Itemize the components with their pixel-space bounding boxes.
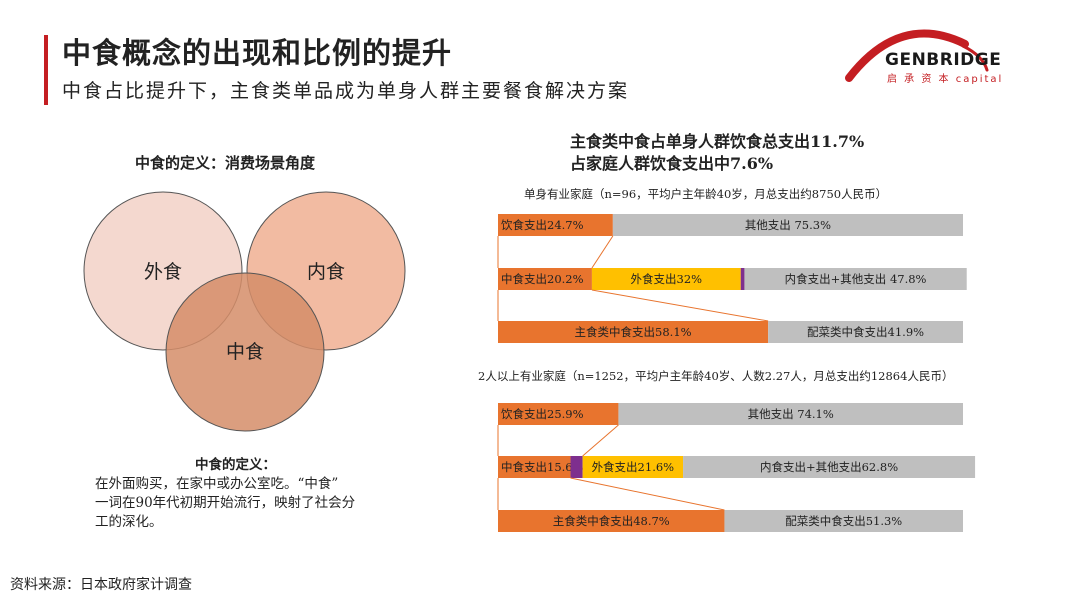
venn-label-inner: 内食 bbox=[307, 261, 345, 283]
bar-segment bbox=[498, 268, 592, 290]
bar-segment-label: 其他支出 74.1% bbox=[748, 407, 834, 421]
page-title: 中食概念的出现和比例的提升 bbox=[62, 36, 453, 70]
bar-segment-label: 主食类中食支出58.1% bbox=[575, 325, 692, 339]
bar-segment-label: 配菜类中食支出41.9% bbox=[807, 325, 924, 339]
definition-line-3: 工的深化。 bbox=[95, 514, 163, 530]
bar-segment bbox=[744, 268, 967, 290]
venn-diagram: 外食 内食 中食 bbox=[83, 191, 406, 432]
bar-segment bbox=[724, 510, 963, 532]
bar-segment bbox=[498, 510, 725, 532]
venn-circle-middle bbox=[165, 272, 325, 432]
bar-segment bbox=[498, 403, 619, 425]
bar-segment-label: 其他支出 75.3% bbox=[745, 218, 831, 232]
bar-segment bbox=[570, 456, 583, 478]
bar-segment bbox=[618, 403, 963, 425]
bar-segment-label: 内食支出+其他支出 47.8% bbox=[785, 272, 927, 286]
bar-segment bbox=[591, 268, 741, 290]
venn-heading: 中食的定义：消费场景角度 bbox=[135, 154, 316, 172]
logo-name: GENBRIDGE bbox=[885, 50, 1002, 70]
bar-segment-label: 饮食支出25.9% bbox=[501, 407, 584, 421]
venn-label-middle: 中食 bbox=[226, 341, 264, 363]
title-accent-bar bbox=[44, 35, 48, 105]
source-note: 资料来源：日本政府家计调查 bbox=[10, 577, 192, 593]
bar-segment-label: 主食类中食支出48.7% bbox=[553, 514, 670, 528]
chart-title-single: 单身有业家庭（n=96，平均户主年龄40岁，月总支出约8750人民币） bbox=[524, 187, 888, 201]
bar-segment bbox=[683, 456, 976, 478]
venn-label-outer: 外食 bbox=[144, 261, 182, 283]
bar-segment bbox=[740, 268, 745, 290]
bar-segment-label: 中食支出20.2% bbox=[501, 272, 584, 286]
connector-line bbox=[582, 424, 619, 457]
definition-line-1: 在外面购买，在家中或办公室吃。“中食” bbox=[95, 476, 339, 492]
chart-title-family: 2人以上有业家庭（n=1252，平均户主年龄40岁、人数2.27人，月总支出约1… bbox=[478, 369, 954, 383]
page-subtitle: 中食占比提升下，主食类单品成为单身人群主要餐食解决方案 bbox=[62, 80, 630, 102]
bar-segment bbox=[612, 214, 963, 236]
right-heading-line-1: 主食类中食占单身人群饮食总支出11.7% bbox=[570, 132, 865, 151]
bar-segment bbox=[768, 321, 963, 343]
bar-segment-label: 外食支出21.6% bbox=[592, 460, 675, 474]
genbridge-logo: GENBRIDGE 启 承 资 本 capital bbox=[845, 22, 1015, 88]
connector-line bbox=[591, 235, 614, 269]
bar-segment bbox=[582, 456, 684, 478]
bar-segment bbox=[498, 214, 613, 236]
logo-arc-icon bbox=[845, 29, 989, 82]
definition-line-2: 一词在90年代初期开始流行，映射了社会分 bbox=[95, 495, 356, 511]
bar-segment-label: 中食支出15.6% bbox=[501, 460, 584, 474]
bar-segment bbox=[498, 456, 571, 478]
bar-segment-label: 饮食支出24.7% bbox=[501, 218, 584, 232]
definition-title: 中食的定义： bbox=[195, 457, 276, 473]
logo-subtitle: 启 承 资 本 capital bbox=[887, 74, 1004, 85]
bar-segment bbox=[498, 321, 769, 343]
bar-segment-label: 配菜类中食支出51.3% bbox=[785, 514, 902, 528]
connector-line bbox=[591, 289, 769, 322]
bar-segment-label: 外食支出32% bbox=[631, 272, 703, 286]
bar-segment-label: 内食支出+其他支出62.8% bbox=[760, 460, 898, 474]
right-heading-line-2: 占家庭人群饮食支出中7.6% bbox=[570, 154, 774, 173]
connector-line bbox=[570, 477, 725, 511]
